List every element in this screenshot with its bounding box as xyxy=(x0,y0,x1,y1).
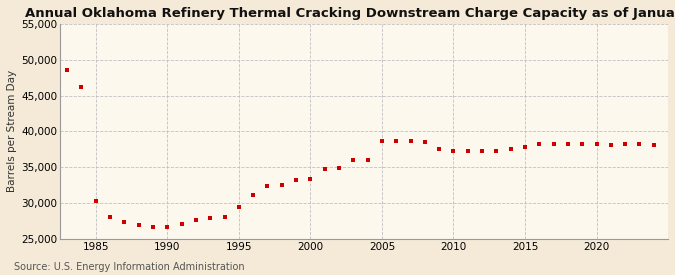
Point xyxy=(148,225,159,230)
Point xyxy=(305,176,316,181)
Point xyxy=(319,167,330,172)
Point xyxy=(291,178,302,182)
Point xyxy=(205,216,215,220)
Point xyxy=(548,141,559,146)
Point xyxy=(419,140,430,144)
Point xyxy=(391,138,402,143)
Point xyxy=(534,141,545,146)
Point xyxy=(119,220,130,224)
Point xyxy=(162,225,173,230)
Point xyxy=(190,218,201,222)
Point xyxy=(562,141,573,146)
Point xyxy=(634,142,645,146)
Point xyxy=(248,193,259,197)
Point xyxy=(434,146,445,151)
Point xyxy=(620,142,630,146)
Title: Annual Oklahoma Refinery Thermal Cracking Downstream Charge Capacity as of Janua: Annual Oklahoma Refinery Thermal Crackin… xyxy=(25,7,675,20)
Point xyxy=(448,149,459,154)
Point xyxy=(333,166,344,170)
Point xyxy=(520,145,531,149)
Point xyxy=(90,199,101,203)
Point xyxy=(591,142,602,146)
Point xyxy=(276,183,287,187)
Y-axis label: Barrels per Stream Day: Barrels per Stream Day xyxy=(7,70,17,192)
Point xyxy=(377,138,387,143)
Point xyxy=(477,148,487,153)
Point xyxy=(219,214,230,219)
Point xyxy=(362,158,373,162)
Point xyxy=(506,147,516,152)
Point xyxy=(105,215,115,219)
Text: Source: U.S. Energy Information Administration: Source: U.S. Energy Information Administ… xyxy=(14,262,244,272)
Point xyxy=(348,158,358,162)
Point xyxy=(462,148,473,153)
Point xyxy=(133,223,144,227)
Point xyxy=(605,143,616,147)
Point xyxy=(577,141,588,146)
Point xyxy=(176,222,187,226)
Point xyxy=(262,184,273,189)
Point xyxy=(76,85,87,89)
Point xyxy=(62,68,73,73)
Point xyxy=(649,143,659,147)
Point xyxy=(491,148,502,153)
Point xyxy=(234,204,244,209)
Point xyxy=(405,139,416,144)
